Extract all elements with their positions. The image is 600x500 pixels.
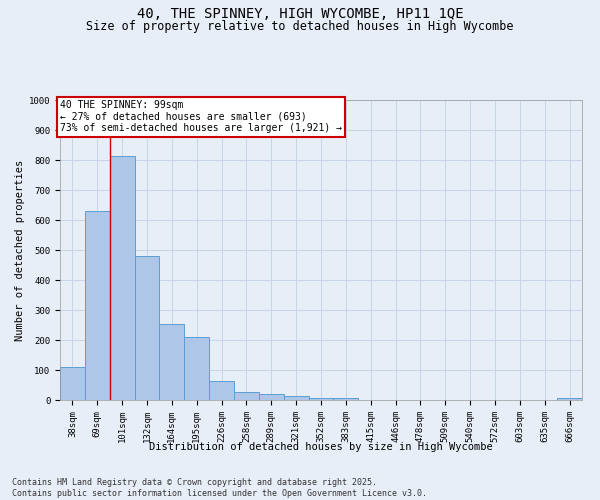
Bar: [557, 398, 582, 400]
Bar: [284, 396, 308, 400]
Bar: [259, 394, 284, 400]
Bar: [209, 380, 234, 400]
Y-axis label: Number of detached properties: Number of detached properties: [14, 160, 25, 340]
Bar: [85, 211, 110, 400]
Bar: [160, 324, 184, 400]
Bar: [308, 398, 334, 400]
Bar: [334, 398, 358, 400]
Bar: [110, 156, 134, 400]
Text: Size of property relative to detached houses in High Wycombe: Size of property relative to detached ho…: [86, 20, 514, 33]
Text: Contains HM Land Registry data © Crown copyright and database right 2025.
Contai: Contains HM Land Registry data © Crown c…: [12, 478, 427, 498]
Text: 40, THE SPINNEY, HIGH WYCOMBE, HP11 1QE: 40, THE SPINNEY, HIGH WYCOMBE, HP11 1QE: [137, 8, 463, 22]
Text: 40 THE SPINNEY: 99sqm
← 27% of detached houses are smaller (693)
73% of semi-det: 40 THE SPINNEY: 99sqm ← 27% of detached …: [60, 100, 342, 133]
Text: Distribution of detached houses by size in High Wycombe: Distribution of detached houses by size …: [149, 442, 493, 452]
Bar: [134, 256, 160, 400]
Bar: [234, 392, 259, 400]
Bar: [60, 367, 85, 400]
Bar: [184, 337, 209, 400]
